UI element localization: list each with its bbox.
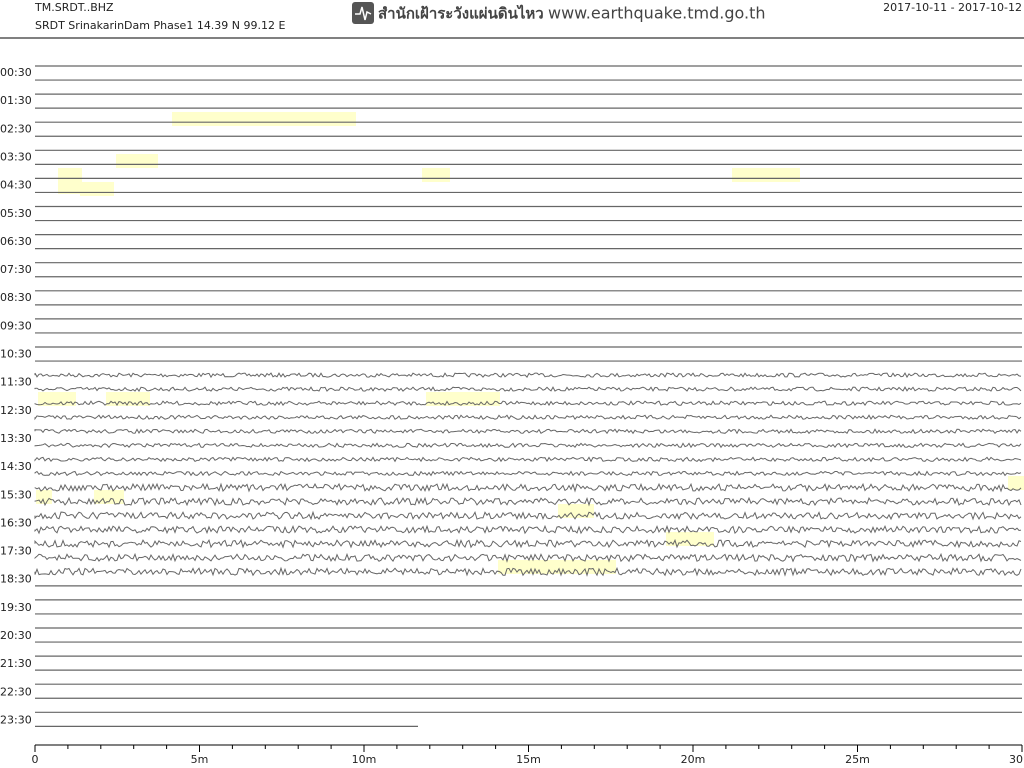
row-label: 07:30 — [0, 263, 32, 276]
row-label: 18:30 — [0, 573, 32, 586]
trace — [34, 524, 1022, 535]
trace — [34, 496, 1022, 507]
row-label: 05:30 — [0, 207, 32, 220]
trace — [34, 510, 1022, 521]
agency: สำนักเฝ้าระวังแผ่นดินไหว — [378, 4, 544, 23]
row-label: 11:30 — [0, 376, 32, 389]
trace — [34, 386, 1022, 393]
row-label: 02:30 — [0, 122, 32, 135]
trace — [34, 414, 1022, 421]
row-label: 16:30 — [0, 516, 32, 529]
row-label: 06:30 — [0, 235, 32, 248]
row-label: 04:30 — [0, 179, 32, 192]
date-range: 2017-10-11 - 2017-10-12 — [883, 1, 1022, 14]
row-label: 03:30 — [0, 150, 32, 163]
trace — [34, 372, 1022, 379]
highlights — [36, 112, 1024, 574]
row-label: 21:30 — [0, 657, 32, 670]
row-label: 12:30 — [0, 404, 32, 417]
trace — [34, 566, 1022, 577]
site: SRDT SrinakarinDam Phase1 14.39 N 99.12 … — [35, 19, 286, 32]
row-label: 00:30 — [0, 66, 32, 79]
x-tick-label: 15m — [516, 753, 541, 766]
trace — [34, 552, 1022, 563]
trace — [34, 470, 1022, 477]
trace — [34, 538, 1022, 549]
row-label: 13:30 — [0, 432, 32, 445]
row-label: 17:30 — [0, 545, 32, 558]
url: www.earthquake.tmd.go.th — [548, 4, 766, 23]
row-label: 19:30 — [0, 601, 32, 614]
row-label: 15:30 — [0, 488, 32, 501]
logo-mark — [355, 6, 372, 21]
trace — [34, 400, 1022, 407]
row-label: 22:30 — [0, 685, 32, 698]
x-tick-label: 25m — [845, 753, 870, 766]
x-tick-label: 10m — [352, 753, 377, 766]
trace — [34, 428, 1022, 435]
row-label: 14:30 — [0, 460, 32, 473]
row-label: 09:30 — [0, 319, 32, 332]
station: TM.SRDT..BHZ — [34, 1, 114, 14]
x-tick-label: 30 — [1009, 753, 1023, 766]
row-label: 08:30 — [0, 291, 32, 304]
row-label: 23:30 — [0, 713, 32, 726]
trace — [34, 442, 1022, 449]
trace — [34, 456, 1022, 463]
x-tick-label: 20m — [681, 753, 706, 766]
row-label: 01:30 — [0, 94, 32, 107]
x-tick-label: 0 — [32, 753, 39, 766]
trace — [34, 482, 1022, 493]
row-label: 20:30 — [0, 629, 32, 642]
x-tick-label: 5m — [191, 753, 209, 766]
row-label: 10:30 — [0, 348, 32, 361]
